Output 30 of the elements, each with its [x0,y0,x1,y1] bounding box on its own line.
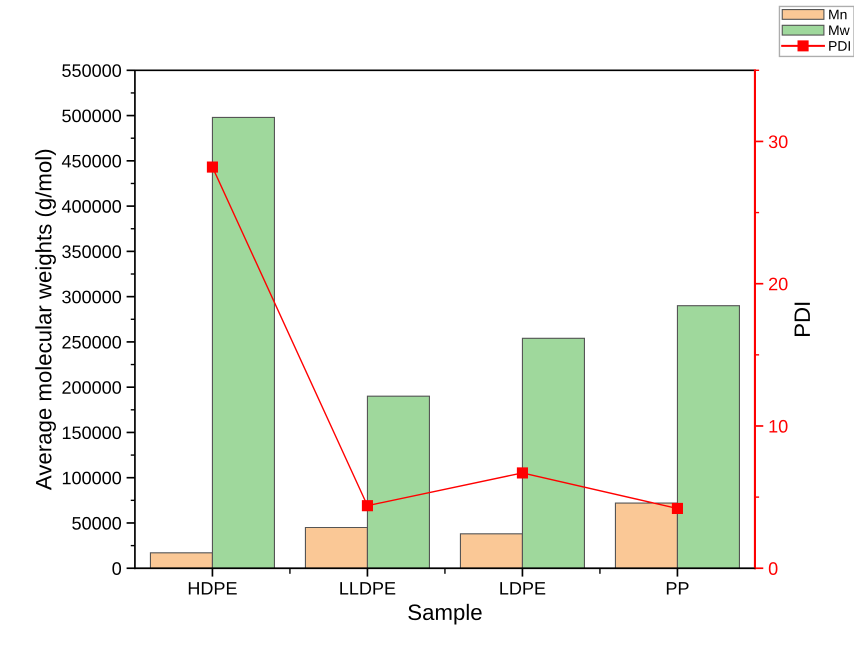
y2-axis-title: PDI [794,302,810,336]
x-tick-label: PP [666,582,689,595]
x-tick-label: HDPE [188,582,237,595]
y-tick-label: 50000 [72,516,122,530]
x-tick-label: LLDPE [340,582,396,595]
y-tick-label: 150000 [62,426,122,440]
y-tick-label: 450000 [62,154,122,168]
y-tick-label: 0 [112,562,122,575]
y-tick-label: 350000 [62,245,122,258]
legend-label: PDI [829,41,850,51]
y-axis-title: Average molecular weights (g/mol) [35,150,56,490]
x-axis-title: Sample [408,604,482,625]
legend-label: Mn [829,10,846,20]
point [672,502,683,514]
y-tick-label: 300000 [62,290,122,304]
y-tick-label: 250000 [62,336,122,349]
point [362,500,373,512]
y2-tick-label: 10 [770,420,788,433]
y-tick-label: 500000 [62,110,122,122]
point [206,161,218,173]
legend-label: Mw [829,25,850,36]
y2-tick-label: 0 [768,562,778,575]
y2-tick-label: 20 [769,278,788,290]
y-tick-label: 100000 [62,472,122,484]
y-tick-label: 200000 [62,381,122,394]
x-tick-label: LDPE [500,582,546,595]
y-tick-label: 400000 [62,200,122,213]
y2-tick-label: 30 [768,135,788,148]
y-tick-label: 550000 [62,64,122,78]
point [516,467,528,478]
